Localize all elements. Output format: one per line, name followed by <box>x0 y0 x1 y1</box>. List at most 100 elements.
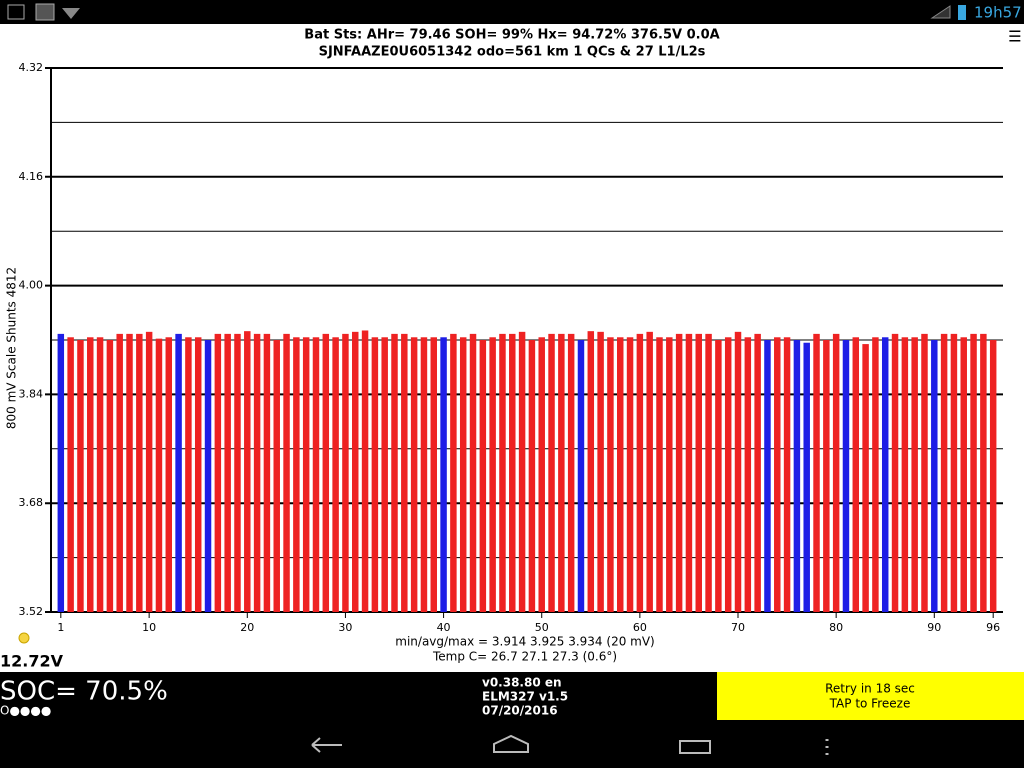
bulb-icon <box>18 632 30 644</box>
status-icon <box>62 8 80 19</box>
bar <box>87 337 94 612</box>
bar <box>155 338 163 612</box>
bar <box>214 333 222 612</box>
x-tick-label: 50 <box>535 621 549 634</box>
bar <box>803 342 810 612</box>
bar <box>970 333 977 612</box>
bar <box>175 333 182 612</box>
dots: O●●●● <box>0 704 51 718</box>
bar <box>381 337 388 612</box>
bar <box>842 340 850 612</box>
adapter: ELM327 v1.5 <box>482 690 568 704</box>
bar <box>430 337 438 612</box>
recents-button[interactable] <box>679 740 711 754</box>
y-axis-label: 800 mV Scale Shunts 4812 <box>5 267 19 429</box>
bar <box>567 333 575 612</box>
bar <box>636 333 644 612</box>
bar <box>734 331 742 612</box>
plot: 3.52 3.68 3.84 4.00 4.16 4.32 1 10 20 30 40 50 60 70 8… <box>19 61 1003 634</box>
aux-voltage: 12.72V <box>0 652 64 671</box>
retry-text: Retry in 18 sec <box>825 682 915 696</box>
bar <box>194 337 202 612</box>
status-icon <box>7 4 25 20</box>
bar <box>401 333 408 612</box>
bar <box>479 340 487 612</box>
bar <box>293 337 300 612</box>
bar <box>715 340 722 612</box>
bar <box>901 337 909 612</box>
status-bar <box>0 0 1024 24</box>
bar <box>283 333 290 612</box>
y-tick-label: 3.68 <box>19 496 44 509</box>
bar <box>440 337 447 612</box>
bar <box>77 340 84 612</box>
bar <box>558 333 565 612</box>
x-tick-label: 1 <box>57 621 64 634</box>
bar <box>538 337 545 612</box>
x-tick-label: 80 <box>829 621 843 634</box>
x-tick-label: 60 <box>633 621 647 634</box>
bar <box>165 337 173 612</box>
bar <box>302 337 310 612</box>
bar <box>705 333 712 612</box>
bar <box>204 340 212 612</box>
bar <box>724 337 732 612</box>
version: v0.38.80 en <box>482 676 562 690</box>
bar <box>96 337 104 612</box>
date: 07/20/2016 <box>482 704 558 718</box>
freeze-text: TAP to Freeze <box>829 697 911 711</box>
y-tick-label: 4.00 <box>19 279 44 292</box>
bar <box>940 333 948 612</box>
status-icon <box>35 3 55 21</box>
bar <box>420 337 428 612</box>
bar <box>989 340 997 612</box>
bar <box>862 344 869 612</box>
bar <box>744 337 752 612</box>
bar <box>597 331 604 612</box>
battery-icon <box>958 5 966 20</box>
bar <box>322 333 330 612</box>
bar <box>342 333 349 612</box>
bar <box>675 333 683 612</box>
bar <box>253 333 261 612</box>
bar <box>685 333 693 612</box>
y-tick-label: 3.52 <box>19 605 44 618</box>
x-tick-label: 10 <box>142 621 156 634</box>
bar <box>244 331 251 612</box>
bar <box>126 333 133 612</box>
bar <box>832 333 840 612</box>
bar <box>185 337 192 612</box>
bar <box>823 340 830 612</box>
bar <box>577 340 585 612</box>
back-button[interactable] <box>311 737 342 753</box>
bar <box>754 333 761 612</box>
bar <box>783 337 791 612</box>
bar <box>509 333 516 612</box>
y-tick-label: 3.84 <box>19 387 44 400</box>
bar <box>106 340 114 612</box>
bar <box>352 331 359 612</box>
bar <box>224 333 231 612</box>
bar <box>528 340 536 612</box>
menu-icon[interactable]: ☰ <box>1008 28 1021 46</box>
bar <box>489 337 496 612</box>
freeze-button[interactable] <box>717 672 1024 720</box>
soc: SOC= 70.5% <box>0 677 168 707</box>
bar <box>921 333 928 612</box>
bar <box>136 333 143 612</box>
home-button[interactable] <box>493 734 529 753</box>
bar <box>891 333 899 612</box>
bar <box>911 337 918 612</box>
x-tick-label: 40 <box>437 621 451 634</box>
chart-title: Bat Sts: AHr= 79.46 SOH= 99% Hx= 94.72% … <box>304 28 719 43</box>
bar <box>587 331 595 612</box>
bar <box>518 331 526 612</box>
bar <box>980 333 987 612</box>
bar <box>263 333 271 612</box>
bar <box>67 337 74 612</box>
bar <box>234 333 241 612</box>
bar <box>872 337 879 612</box>
bar <box>410 337 418 612</box>
y-tick-label: 4.16 <box>19 170 44 183</box>
bar <box>656 337 663 612</box>
